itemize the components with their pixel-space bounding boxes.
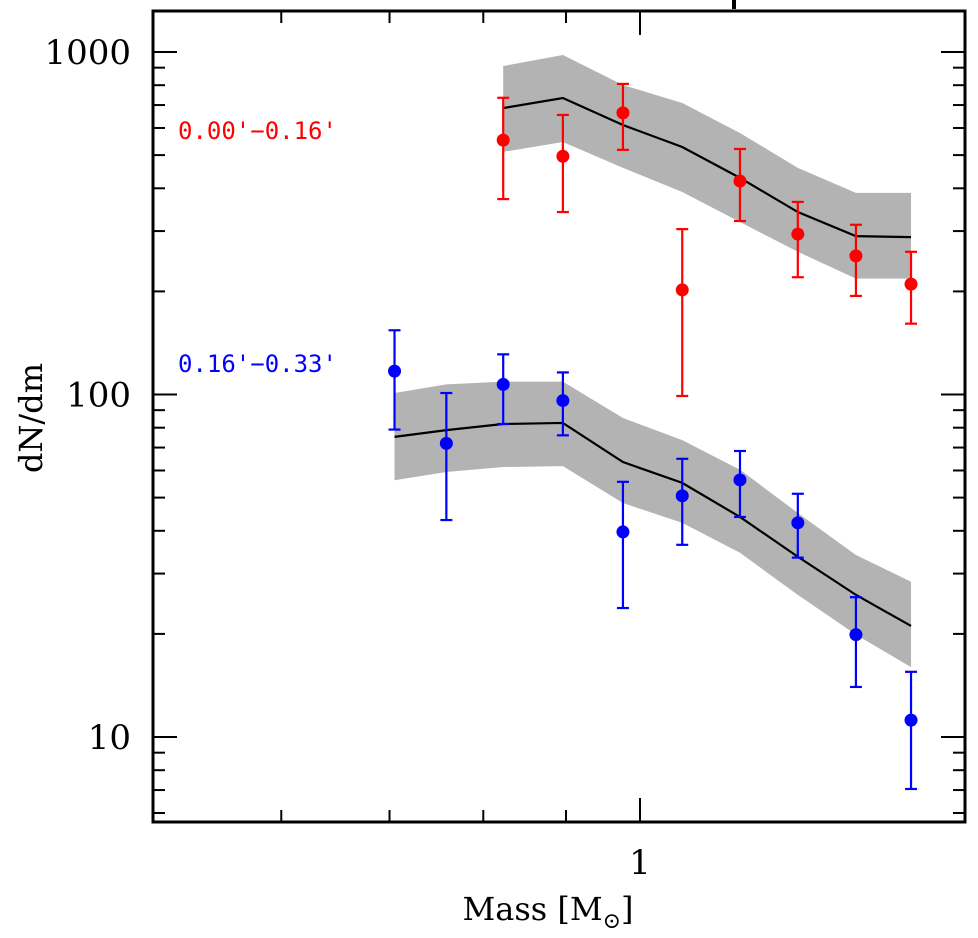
data-point xyxy=(388,364,402,378)
model-line-0 xyxy=(503,96,912,239)
data-point xyxy=(733,473,747,487)
data-point xyxy=(496,377,510,391)
series-label-inner: 0.00'−0.16' xyxy=(178,117,337,145)
data-point xyxy=(904,277,918,291)
data-points xyxy=(388,106,918,727)
data-point xyxy=(849,628,863,642)
title-fragment xyxy=(732,0,736,9)
data-point xyxy=(904,713,918,727)
model-band-1 xyxy=(394,381,912,668)
data-point xyxy=(616,106,630,120)
data-point xyxy=(675,489,689,503)
series-label-outer: 0.16'−0.33' xyxy=(178,350,337,378)
x-axis-title-close: ] xyxy=(621,890,633,928)
data-point xyxy=(733,174,747,188)
x-tick-label: 1 xyxy=(629,843,651,883)
y-axis-title: dN/dm xyxy=(12,363,50,473)
data-point xyxy=(849,249,863,263)
model-uncertainty-bands xyxy=(394,55,912,668)
axis-ticks xyxy=(153,11,965,822)
model-line-1 xyxy=(394,421,912,627)
plot-frame xyxy=(151,9,967,824)
y-tick-label: 10 xyxy=(88,718,131,758)
data-point xyxy=(791,516,805,530)
sun-symbol: ⊙ xyxy=(603,909,621,934)
x-axis-title-main: Mass [M xyxy=(462,890,602,928)
data-point xyxy=(556,149,570,163)
tick-labels: 1 10 100 1000 xyxy=(44,33,650,883)
y-tick-label: 1000 xyxy=(44,33,131,73)
model-lines xyxy=(394,96,912,627)
x-axis-title: Mass [M⊙] xyxy=(462,890,633,934)
data-point xyxy=(556,394,570,408)
model-band-0 xyxy=(503,55,912,279)
data-point xyxy=(616,525,630,539)
data-point xyxy=(439,436,453,450)
data-point xyxy=(675,283,689,297)
data-point xyxy=(496,133,510,147)
y-tick-label: 100 xyxy=(66,376,131,416)
data-point xyxy=(791,227,805,241)
